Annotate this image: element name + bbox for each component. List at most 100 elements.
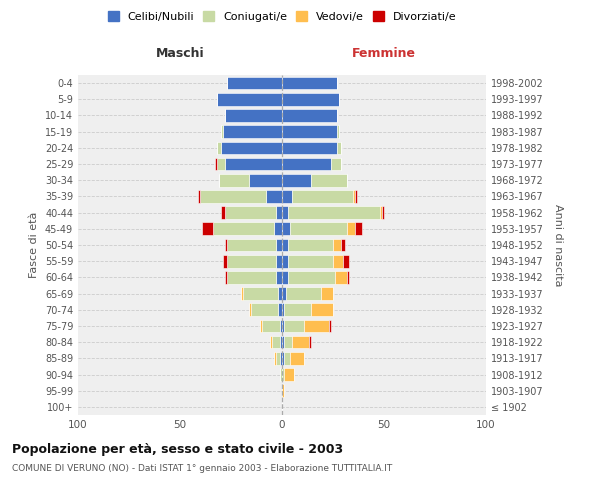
Bar bbox=[347, 222, 355, 235]
Bar bbox=[282, 93, 339, 106]
Bar bbox=[212, 222, 274, 235]
Bar bbox=[282, 190, 292, 202]
Bar bbox=[282, 336, 284, 348]
Bar bbox=[337, 142, 341, 154]
Bar bbox=[274, 352, 276, 364]
Bar bbox=[282, 206, 288, 219]
Bar bbox=[215, 158, 217, 170]
Bar bbox=[290, 352, 304, 364]
Bar bbox=[288, 206, 380, 219]
Bar bbox=[292, 336, 308, 348]
Bar bbox=[276, 206, 282, 219]
Bar bbox=[321, 288, 333, 300]
Bar bbox=[227, 255, 276, 268]
Bar bbox=[225, 206, 276, 219]
Bar bbox=[380, 206, 382, 219]
Bar bbox=[288, 238, 333, 252]
Bar bbox=[282, 320, 284, 332]
Bar bbox=[282, 77, 337, 90]
Bar bbox=[227, 238, 276, 252]
Bar bbox=[284, 336, 292, 348]
Bar bbox=[225, 109, 282, 122]
Bar bbox=[304, 320, 329, 332]
Bar bbox=[282, 222, 290, 235]
Text: Femmine: Femmine bbox=[352, 47, 416, 60]
Bar bbox=[280, 368, 282, 381]
Bar bbox=[282, 352, 284, 364]
Bar bbox=[292, 190, 353, 202]
Bar bbox=[276, 238, 282, 252]
Bar bbox=[282, 142, 337, 154]
Bar bbox=[225, 271, 227, 283]
Bar bbox=[241, 288, 243, 300]
Bar bbox=[282, 158, 331, 170]
Bar bbox=[272, 336, 280, 348]
Bar bbox=[284, 368, 294, 381]
Legend: Celibi/Nubili, Coniugati/e, Vedovi/e, Divorziati/e: Celibi/Nubili, Coniugati/e, Vedovi/e, Di… bbox=[106, 9, 458, 24]
Bar bbox=[266, 190, 282, 202]
Bar bbox=[227, 271, 276, 283]
Bar bbox=[355, 222, 362, 235]
Bar bbox=[217, 142, 221, 154]
Bar bbox=[221, 206, 225, 219]
Bar bbox=[335, 271, 347, 283]
Bar bbox=[221, 126, 223, 138]
Bar bbox=[382, 206, 384, 219]
Bar bbox=[280, 336, 282, 348]
Bar bbox=[331, 158, 341, 170]
Bar bbox=[329, 320, 331, 332]
Bar bbox=[311, 174, 347, 186]
Bar bbox=[311, 304, 333, 316]
Bar bbox=[337, 126, 339, 138]
Bar bbox=[347, 271, 349, 283]
Bar bbox=[341, 238, 345, 252]
Bar bbox=[355, 190, 358, 202]
Bar bbox=[333, 238, 341, 252]
Text: COMUNE DI VERUNO (NO) - Dati ISTAT 1° gennaio 2003 - Elaborazione TUTTITALIA.IT: COMUNE DI VERUNO (NO) - Dati ISTAT 1° ge… bbox=[12, 464, 392, 473]
Bar bbox=[276, 352, 280, 364]
Bar bbox=[333, 255, 343, 268]
Bar bbox=[223, 126, 282, 138]
Bar bbox=[282, 238, 288, 252]
Y-axis label: Anni di nascita: Anni di nascita bbox=[553, 204, 563, 286]
Bar bbox=[290, 222, 347, 235]
Bar bbox=[276, 271, 282, 283]
Bar bbox=[221, 142, 282, 154]
Bar bbox=[250, 304, 251, 316]
Bar bbox=[200, 190, 266, 202]
Bar bbox=[225, 158, 282, 170]
Bar bbox=[308, 336, 311, 348]
Bar bbox=[274, 222, 282, 235]
Bar bbox=[282, 255, 288, 268]
Bar bbox=[282, 109, 337, 122]
Bar bbox=[199, 190, 200, 202]
Bar bbox=[353, 190, 355, 202]
Bar bbox=[217, 93, 282, 106]
Bar bbox=[282, 126, 337, 138]
Bar bbox=[223, 255, 227, 268]
Bar bbox=[227, 77, 282, 90]
Bar bbox=[282, 368, 284, 381]
Bar bbox=[284, 304, 311, 316]
Bar bbox=[284, 320, 304, 332]
Bar bbox=[219, 174, 250, 186]
Bar bbox=[270, 336, 272, 348]
Bar bbox=[278, 304, 282, 316]
Bar bbox=[284, 352, 290, 364]
Bar bbox=[217, 158, 225, 170]
Bar bbox=[276, 255, 282, 268]
Text: Popolazione per età, sesso e stato civile - 2003: Popolazione per età, sesso e stato civil… bbox=[12, 442, 343, 456]
Bar bbox=[225, 238, 227, 252]
Bar bbox=[282, 304, 284, 316]
Bar bbox=[282, 288, 286, 300]
Bar bbox=[260, 320, 262, 332]
Bar bbox=[278, 288, 282, 300]
Bar bbox=[280, 352, 282, 364]
Bar bbox=[282, 271, 288, 283]
Bar bbox=[282, 384, 284, 397]
Bar bbox=[251, 304, 278, 316]
Y-axis label: Fasce di età: Fasce di età bbox=[29, 212, 39, 278]
Bar bbox=[280, 320, 282, 332]
Text: Maschi: Maschi bbox=[155, 47, 205, 60]
Bar bbox=[250, 174, 282, 186]
